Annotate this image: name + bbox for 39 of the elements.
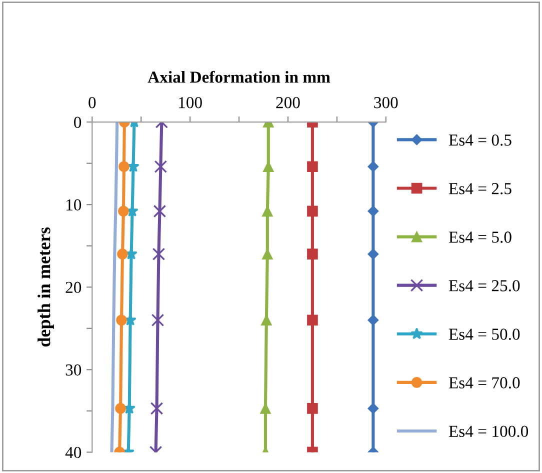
point <box>307 161 318 172</box>
y-tick-label: 40 <box>65 446 82 458</box>
y-tick-label: 0 <box>74 116 82 128</box>
legend-label: Es4 = 70.0 <box>448 377 520 389</box>
y-tick-label: 30 <box>66 364 82 376</box>
point <box>307 403 318 414</box>
point <box>307 206 318 217</box>
y-tick-label: 20 <box>66 282 82 294</box>
point <box>118 206 129 217</box>
point <box>307 248 318 260</box>
y-axis-title: depth in meters <box>38 227 54 347</box>
line-series <box>110 122 119 452</box>
legend-label: Es4 = 25.0 <box>448 280 520 292</box>
x-tick-label: 200 <box>276 96 300 108</box>
point <box>154 160 168 173</box>
x-tick-label: 100 <box>179 96 202 108</box>
legend-label: Es4 = 5.0 <box>448 232 512 243</box>
x-tick-label: 0 <box>88 96 96 108</box>
point <box>115 403 126 414</box>
legend-label: Es4 = 50.0 <box>448 328 520 340</box>
point <box>368 161 379 172</box>
point <box>368 402 379 414</box>
point <box>368 248 379 260</box>
point <box>152 248 166 260</box>
point <box>153 204 166 218</box>
x-tick-label: 300 <box>374 96 398 108</box>
x-axis-title: Axial Deformation in mm <box>148 70 330 83</box>
point <box>150 402 164 415</box>
point <box>368 314 379 326</box>
point <box>151 314 164 327</box>
point <box>116 314 127 326</box>
y-tick-label: 10 <box>66 199 82 211</box>
legend-label: Es4 = 100.0 <box>448 426 528 438</box>
point <box>368 206 379 217</box>
legend-label: Es4 = 0.5 <box>448 134 512 146</box>
point <box>117 248 128 260</box>
point <box>118 161 130 172</box>
point <box>307 314 318 326</box>
legend-label: Es4 = 2.5 <box>448 183 512 194</box>
